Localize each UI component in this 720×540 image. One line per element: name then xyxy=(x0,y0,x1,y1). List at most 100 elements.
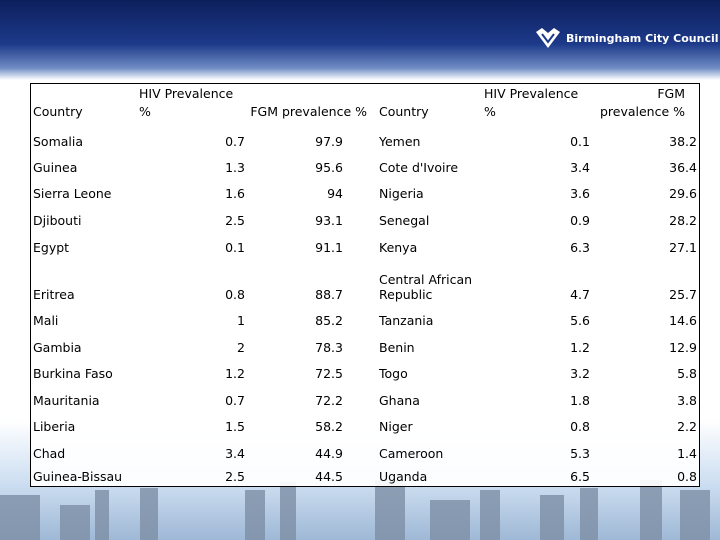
country-cell: Nigeria xyxy=(379,186,424,201)
table-row: Liberia 1.5 58.2 Niger 0.8 2.2 xyxy=(31,409,699,435)
logo: Birmingham City Council xyxy=(534,26,719,50)
country-cell: Eritrea xyxy=(33,287,75,302)
number-cell: 2 xyxy=(237,340,245,355)
number-cell: 1.8 xyxy=(570,393,590,408)
number-cell: 93.1 xyxy=(315,213,343,228)
table-row: Guinea 1.3 95.6 Cote d'Ivoire 3.4 36.4 xyxy=(31,150,699,176)
number-cell: 29.6 xyxy=(669,186,697,201)
country-cell: Mauritania xyxy=(33,393,100,408)
number-cell: 2.5 xyxy=(225,213,245,228)
banner: Birmingham City Council xyxy=(0,0,720,80)
number-cell: 1.6 xyxy=(225,186,245,201)
number-cell: 0.1 xyxy=(225,240,245,255)
country-cell: Uganda xyxy=(379,469,428,484)
number-cell: 3.2 xyxy=(570,366,590,381)
country-cell: Togo xyxy=(379,366,408,381)
number-cell: 1.2 xyxy=(225,366,245,381)
number-cell: 36.4 xyxy=(669,160,697,175)
column-header: HIV Prevalence % xyxy=(139,86,234,119)
table-row: Gambia 2 78.3 Benin 1.2 12.9 xyxy=(31,329,699,356)
country-cell: Somalia xyxy=(33,134,84,149)
number-cell: 78.3 xyxy=(315,340,343,355)
country-cell: Chad xyxy=(33,446,66,461)
number-cell: 1.3 xyxy=(225,160,245,175)
number-cell: 72.5 xyxy=(315,366,343,381)
number-cell: 5.6 xyxy=(570,313,590,328)
number-cell: 0.9 xyxy=(570,213,590,228)
number-cell: 3.4 xyxy=(570,160,590,175)
number-cell: 0.7 xyxy=(225,393,245,408)
table-row: Somalia 0.7 97.9 Yemen 0.1 38.2 xyxy=(31,122,699,150)
country-cell: Benin xyxy=(379,340,415,355)
number-cell: 1.2 xyxy=(570,340,590,355)
number-cell: 58.2 xyxy=(315,419,343,434)
country-cell: Tanzania xyxy=(379,313,434,328)
country-cell: Djibouti xyxy=(33,213,82,228)
number-cell: 91.1 xyxy=(315,240,343,255)
number-cell: 3.6 xyxy=(570,186,590,201)
table-row: Guinea-Bissau 2.5 44.5 Uganda 6.5 0.8 xyxy=(31,462,699,485)
number-cell: 0.8 xyxy=(225,287,245,302)
table-row: Chad 3.4 44.9 Cameroon 5.3 1.4 xyxy=(31,435,699,462)
number-cell: 44.9 xyxy=(315,446,343,461)
number-cell: 2.5 xyxy=(225,469,245,484)
number-cell: 0.1 xyxy=(570,134,590,149)
number-cell: 38.2 xyxy=(669,134,697,149)
data-table: Country HIV Prevalence % FGM prevalence % C… xyxy=(31,84,699,485)
country-cell: Guinea-Bissau xyxy=(33,469,123,484)
country-cell: Gambia xyxy=(33,340,82,355)
number-cell: 3.4 xyxy=(225,446,245,461)
number-cell: 5.3 xyxy=(570,446,590,461)
number-cell: 4.7 xyxy=(570,287,590,302)
number-cell: 95.6 xyxy=(315,160,343,175)
country-cell: Guinea xyxy=(33,160,78,175)
column-header: Country xyxy=(379,104,429,119)
country-cell: Ghana xyxy=(379,393,420,408)
number-cell: 88.7 xyxy=(315,287,343,302)
country-cell: Cameroon xyxy=(379,446,444,461)
country-cell: Cote d'Ivoire xyxy=(379,160,459,175)
table-row: Djibouti 2.5 93.1 Senegal 0.9 28.2 xyxy=(31,202,699,229)
column-header: FGM prevalence % xyxy=(250,104,367,119)
country-cell: Yemen xyxy=(379,134,421,149)
country-cell: Sierra Leone xyxy=(33,186,112,201)
number-cell: 0.7 xyxy=(225,134,245,149)
table-row: Burkina Faso 1.2 72.5 Togo 3.2 5.8 xyxy=(31,356,699,382)
logo-text: Birmingham City Council xyxy=(566,31,719,45)
table-box: Country HIV Prevalence % FGM prevalence % C… xyxy=(30,83,700,487)
table-row: Eritrea 0.8 88.7 Central African Republic 4.… xyxy=(31,256,699,303)
number-cell: 44.5 xyxy=(315,469,343,484)
column-header: Country xyxy=(33,104,83,119)
skyline-buildings xyxy=(0,480,710,540)
country-cell: Liberia xyxy=(33,419,76,434)
number-cell: 1 xyxy=(237,313,245,328)
number-cell: 6.5 xyxy=(570,469,590,484)
logo-icon xyxy=(536,28,560,48)
country-cell: Egypt xyxy=(33,240,70,255)
number-cell: 5.8 xyxy=(677,366,697,381)
number-cell: 1.4 xyxy=(677,446,697,461)
country-cell: Kenya xyxy=(379,240,418,255)
column-header: HIV Prevalence % xyxy=(484,86,579,119)
number-cell: 27.1 xyxy=(669,240,697,255)
number-cell: 72.2 xyxy=(315,393,343,408)
table-row: Sierra Leone 1.6 94 Nigeria 3.6 29.6 xyxy=(31,176,699,202)
number-cell: 1.5 xyxy=(225,419,245,434)
country-cell: Burkina Faso xyxy=(33,366,113,381)
header-row: Country HIV Prevalence % FGM prevalence % C… xyxy=(31,84,699,122)
number-cell: 0.8 xyxy=(677,469,697,484)
table-row: Mali 1 85.2 Tanzania 5.6 14.6 xyxy=(31,303,699,329)
number-cell: 97.9 xyxy=(315,134,343,149)
table-row: Mauritania 0.7 72.2 Ghana 1.8 3.8 xyxy=(31,382,699,409)
number-cell: 6.3 xyxy=(570,240,590,255)
number-cell: 14.6 xyxy=(669,313,697,328)
country-cell: Mali xyxy=(33,313,59,328)
number-cell: 28.2 xyxy=(669,213,697,228)
country-cell: Central African Republic xyxy=(379,272,473,302)
number-cell: 2.2 xyxy=(677,419,697,434)
column-header: FGM prevalence % xyxy=(599,86,685,119)
number-cell: 0.8 xyxy=(570,419,590,434)
number-cell: 12.9 xyxy=(669,340,697,355)
number-cell: 3.8 xyxy=(677,393,697,408)
